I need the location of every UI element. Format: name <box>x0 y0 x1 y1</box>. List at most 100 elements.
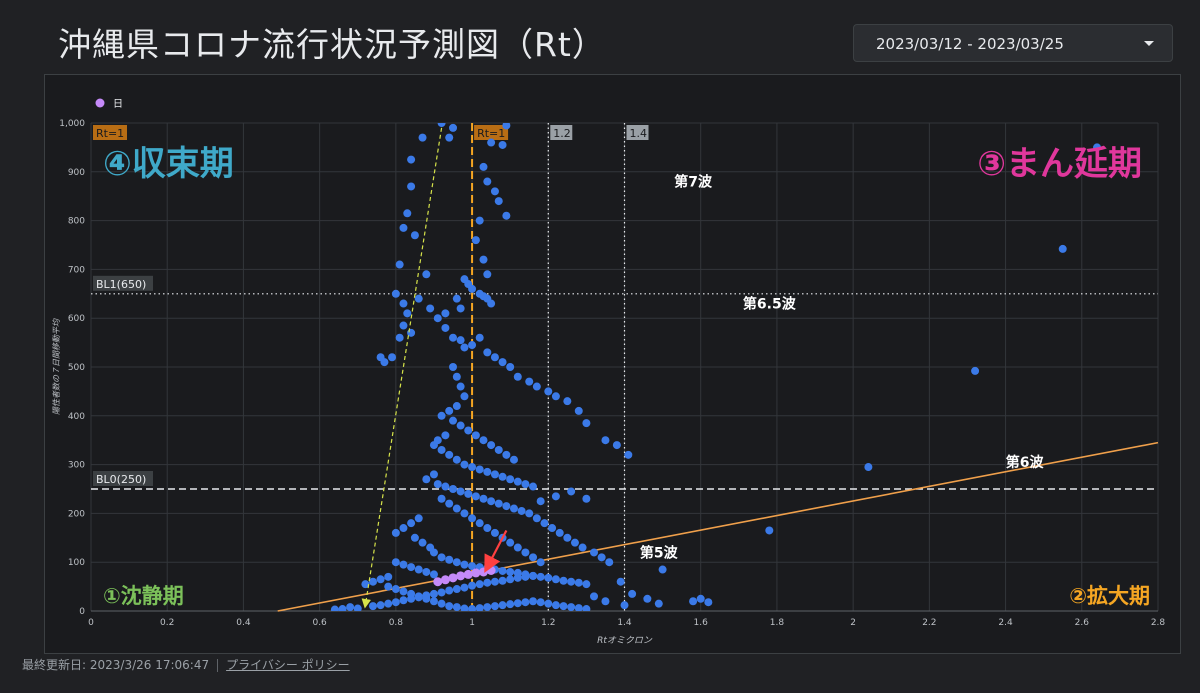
data-point <box>475 289 484 298</box>
y-tick-label: 500 <box>68 363 85 373</box>
x-tick-label: 2.2 <box>922 618 936 628</box>
data-point <box>456 304 465 313</box>
data-point <box>399 321 408 330</box>
chart-panel: 0 0.2 0.4 0.6 0.8 1 1.2 1.4 1.6 1.8 2 2.2 2.4 2.6 2.8 0… <box>44 74 1181 654</box>
data-point <box>437 411 446 420</box>
threshold-label-bg <box>550 125 573 140</box>
date-range-select[interactable]: 2023/03/12 - 2023/03/25 <box>853 24 1173 62</box>
data-point <box>551 601 560 610</box>
data-point <box>479 436 488 445</box>
data-point <box>502 450 511 459</box>
data-point <box>517 506 526 515</box>
data-point <box>529 597 538 606</box>
data-point <box>487 441 496 450</box>
data-point <box>460 392 469 401</box>
data-point <box>468 605 477 611</box>
data-point <box>468 514 477 523</box>
data-point <box>407 155 416 164</box>
data-point <box>399 524 408 533</box>
rt1-left-label-bg <box>93 125 127 140</box>
data-point <box>433 480 442 489</box>
data-point <box>597 553 606 562</box>
data-point <box>498 358 507 367</box>
data-point <box>395 333 404 342</box>
data-point <box>460 583 469 592</box>
y-tick-label: 200 <box>68 509 85 519</box>
baseline-label-bg <box>93 471 153 486</box>
legend-label: 日 <box>113 99 123 110</box>
data-point <box>605 558 614 567</box>
data-point <box>475 519 484 528</box>
data-point <box>452 558 461 567</box>
privacy-policy-link[interactable]: プライバシー ポリシー <box>226 658 350 672</box>
data-point <box>506 567 515 576</box>
y-tick-label: 0 <box>79 607 85 617</box>
wave-label: 第5波 <box>640 544 679 561</box>
data-point <box>468 463 477 472</box>
data-point <box>445 133 454 142</box>
data-point <box>445 555 454 564</box>
data-point <box>399 596 408 605</box>
footer-divider <box>217 659 219 672</box>
data-point <box>460 343 469 352</box>
data-point <box>498 576 507 585</box>
data-point <box>544 573 553 582</box>
phase-label-calm: ①沈静期 <box>103 584 184 608</box>
data-point <box>540 519 549 528</box>
data-point <box>490 470 499 479</box>
data-point <box>479 255 488 264</box>
data-point <box>502 502 511 511</box>
data-point <box>536 598 545 607</box>
data-point <box>441 431 450 440</box>
data-point <box>490 187 499 196</box>
data-point <box>437 553 446 562</box>
data-point <box>559 602 568 611</box>
x-tick-label: 2.6 <box>1075 618 1090 628</box>
data-point <box>551 575 560 584</box>
data-point <box>422 567 431 576</box>
y-axis-title: 陽性者数の７日間移動平均 <box>52 318 61 415</box>
data-point <box>513 568 522 577</box>
data-point <box>475 333 484 342</box>
data-point <box>513 477 522 486</box>
data-point <box>483 177 492 186</box>
baseline-label: BL0(250) <box>96 473 146 486</box>
phase-label-convergence: ④収束期 <box>103 144 234 184</box>
data-point <box>445 602 454 611</box>
data-point <box>765 526 774 535</box>
rt-scatter-chart: 0 0.2 0.4 0.6 0.8 1 1.2 1.4 1.6 1.8 2 2.2 2.4 2.6 2.8 0… <box>52 98 1165 646</box>
y-tick-label: 1,000 <box>59 119 85 129</box>
data-point <box>410 533 419 542</box>
data-point <box>506 475 515 484</box>
data-point <box>590 592 599 601</box>
data-point <box>407 519 416 528</box>
data-point <box>490 528 499 537</box>
data-point <box>475 580 484 589</box>
x-tick-label: 0.8 <box>389 618 404 628</box>
data-point <box>971 366 980 375</box>
data-point <box>529 571 538 580</box>
x-tick-label: 0.6 <box>312 618 327 628</box>
data-point <box>1093 143 1102 152</box>
highlight-point <box>479 567 489 577</box>
rt1-left-label: Rt=1 <box>96 127 124 140</box>
data-point <box>689 597 698 606</box>
data-point <box>468 562 477 571</box>
data-point <box>391 528 400 537</box>
data-point <box>433 436 442 445</box>
data-point <box>506 538 515 547</box>
data-point <box>399 299 408 308</box>
data-point <box>452 402 461 411</box>
data-point <box>441 309 450 318</box>
data-point <box>414 514 423 523</box>
data-point <box>452 603 461 611</box>
data-point <box>574 406 583 415</box>
data-point <box>502 123 511 130</box>
data-point <box>521 548 530 557</box>
data-point <box>449 485 458 493</box>
data-point <box>460 460 469 469</box>
data-point <box>368 602 377 611</box>
data-point <box>471 236 480 245</box>
data-point <box>513 372 522 381</box>
data-point <box>578 543 587 552</box>
